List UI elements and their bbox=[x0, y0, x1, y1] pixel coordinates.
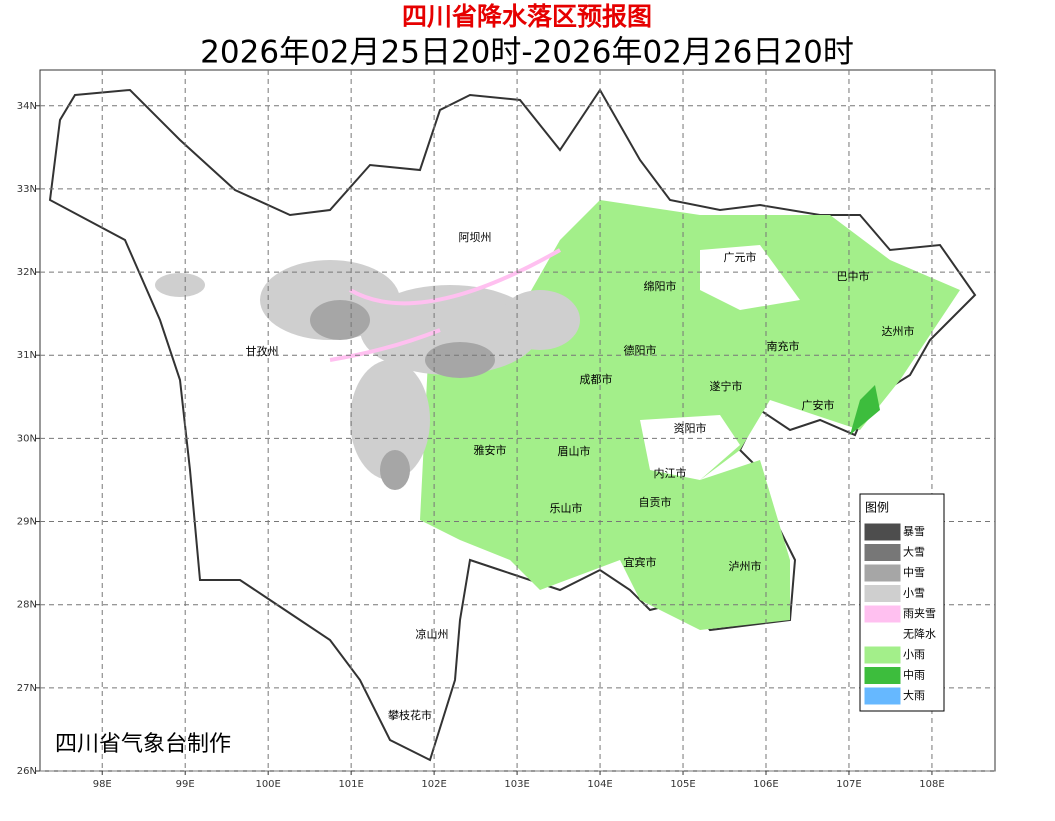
title: 四川省降水落区预报图 bbox=[402, 2, 652, 31]
legend-swatch bbox=[864, 523, 901, 541]
legend-swatch bbox=[864, 667, 901, 684]
moderate-snow-areas bbox=[310, 300, 495, 490]
legend-swatch bbox=[864, 585, 901, 602]
city-label: 宜宾市 bbox=[624, 555, 657, 569]
legend-label: 暴雪 bbox=[903, 525, 925, 538]
lat-tick-label: 27N bbox=[17, 683, 37, 694]
city-label: 眉山市 bbox=[558, 444, 591, 458]
lat-tick-label: 34N bbox=[17, 101, 37, 112]
sleet-areas bbox=[329, 248, 561, 362]
lon-tick-label: 101E bbox=[338, 779, 363, 790]
grid bbox=[40, 70, 995, 772]
credit: 四川省气象台制作 bbox=[55, 732, 231, 757]
city-label: 资阳市 bbox=[674, 421, 707, 435]
lon-tick-label: 107E bbox=[836, 779, 861, 790]
city-label: 成都市 bbox=[580, 372, 613, 386]
lat-tick-label: 29N bbox=[17, 517, 37, 528]
city-label: 内江市 bbox=[654, 466, 687, 480]
moderate-rain-area bbox=[850, 385, 880, 435]
legend-label: 大雨 bbox=[903, 688, 925, 702]
legend-swatch bbox=[865, 626, 900, 643]
legend-swatch bbox=[864, 646, 901, 664]
city-label: 广安市 bbox=[802, 398, 835, 412]
city-label: 攀枝花市 bbox=[388, 708, 432, 722]
city-label: 南充市 bbox=[767, 339, 800, 353]
lon-tick-label: 103E bbox=[504, 779, 529, 790]
city-label: 广元市 bbox=[724, 250, 757, 264]
legend-swatch bbox=[864, 605, 901, 623]
lon-tick-label: 99E bbox=[176, 779, 195, 790]
city-label: 凉山州 bbox=[416, 627, 449, 641]
lat-tick-label: 26N bbox=[17, 766, 37, 777]
lat-tick-label: 32N bbox=[17, 267, 37, 278]
lat-tick-label: 31N bbox=[17, 350, 37, 361]
legend-label: 无降水 bbox=[903, 627, 936, 641]
city-label: 遂宁市 bbox=[710, 379, 743, 393]
city-label: 泸州市 bbox=[729, 559, 762, 573]
city-label: 自贡市 bbox=[639, 495, 672, 509]
city-label: 雅安市 bbox=[474, 443, 507, 457]
no-rain-hole bbox=[700, 245, 800, 310]
lon-tick-label: 102E bbox=[421, 779, 446, 790]
legend-label: 雨夹雪 bbox=[903, 607, 936, 620]
lat-tick-label: 30N bbox=[17, 433, 37, 444]
legend-label: 小雨 bbox=[903, 648, 925, 661]
subtitle: 2026年02月25日20时-2026年02月26日20时 bbox=[200, 35, 854, 71]
lat-tick-label: 28N bbox=[17, 600, 37, 611]
lon-tick-label: 105E bbox=[670, 779, 695, 790]
legend-label: 大雪 bbox=[903, 545, 925, 559]
legend-swatch bbox=[864, 544, 901, 561]
legend-label: 中雪 bbox=[903, 566, 925, 579]
lon-tick-label: 106E bbox=[753, 779, 778, 790]
no-rain-hole bbox=[640, 415, 740, 480]
city-label: 巴中市 bbox=[837, 269, 870, 283]
lon-tick-label: 104E bbox=[587, 779, 612, 790]
city-label: 甘孜州 bbox=[246, 344, 279, 358]
city-label: 达州市 bbox=[882, 324, 915, 338]
lat-tick-label: 33N bbox=[17, 184, 37, 195]
city-label: 德阳市 bbox=[624, 343, 657, 357]
legend-swatch bbox=[864, 564, 901, 582]
lon-tick-label: 98E bbox=[93, 779, 112, 790]
lon-tick-label: 100E bbox=[255, 779, 280, 790]
legend-label: 小雪 bbox=[903, 587, 925, 600]
city-label: 绵阳市 bbox=[644, 279, 677, 293]
city-label: 乐山市 bbox=[550, 501, 583, 515]
legend-label: 中雨 bbox=[903, 669, 925, 682]
legend-swatch bbox=[864, 687, 901, 705]
lon-tick-label: 108E bbox=[919, 779, 944, 790]
city-label: 阿坝州 bbox=[459, 230, 492, 244]
legend-title: 图例 bbox=[865, 501, 889, 515]
